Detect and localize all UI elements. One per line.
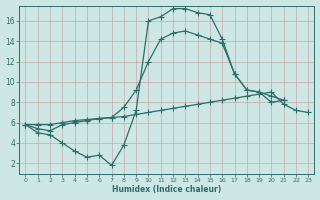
- X-axis label: Humidex (Indice chaleur): Humidex (Indice chaleur): [112, 185, 221, 194]
